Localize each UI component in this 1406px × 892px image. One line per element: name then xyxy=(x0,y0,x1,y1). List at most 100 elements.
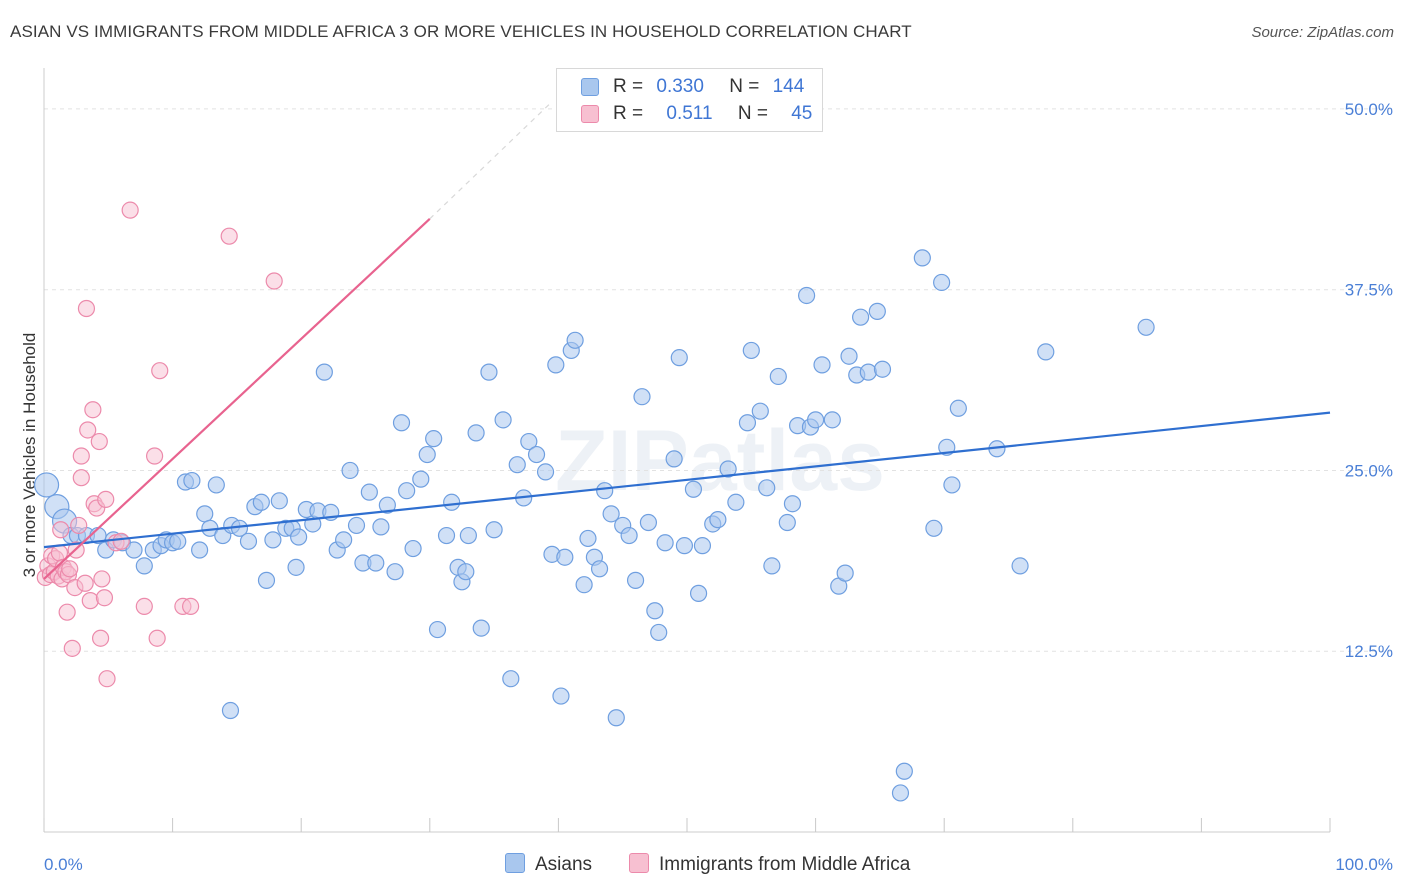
middle-africa-series xyxy=(36,201,283,688)
x-tick-label: 100.0% xyxy=(1335,855,1393,874)
asians-point xyxy=(290,528,308,546)
asians-point xyxy=(392,414,411,432)
asians-point xyxy=(335,531,353,549)
middle-africa-point xyxy=(95,589,114,607)
asians-point xyxy=(607,709,625,727)
asians-point xyxy=(891,784,910,802)
asians-point xyxy=(797,286,816,305)
middle-africa-point xyxy=(112,532,130,550)
legend-r-label: R = xyxy=(613,76,644,97)
asians-point xyxy=(527,445,546,464)
asians-point xyxy=(626,571,645,589)
asians-point xyxy=(758,479,776,497)
middle-africa-point xyxy=(98,670,116,688)
asians-swatch xyxy=(505,853,525,873)
series-legend: Asians Immigrants from Middle Africa xyxy=(0,853,1406,877)
asians-point xyxy=(457,563,475,581)
legend-n-value: 45 xyxy=(791,103,813,124)
asians-point xyxy=(859,363,877,381)
asians-point xyxy=(738,414,757,432)
asians-point xyxy=(813,356,831,374)
middle-africa-point xyxy=(63,639,81,657)
asians-point xyxy=(257,571,276,589)
asians-point xyxy=(341,461,359,480)
asians-point xyxy=(620,526,638,545)
asians-point xyxy=(763,557,781,575)
asians-point xyxy=(836,564,854,582)
tick-labels: 12.5% 25.0% 37.5% 50.0% 0.0% 100.0% xyxy=(44,100,1393,874)
middle-africa-point xyxy=(90,432,108,451)
asians-point xyxy=(579,529,597,548)
asians-point xyxy=(943,476,961,494)
middle-africa-point xyxy=(70,516,88,535)
asians-point xyxy=(378,496,396,514)
asians-point xyxy=(372,518,390,536)
y-tick-label: 37.5% xyxy=(1345,281,1393,300)
asians-point xyxy=(398,482,416,500)
asians-point xyxy=(823,411,841,429)
asians-point xyxy=(1011,557,1029,575)
asians-point xyxy=(769,367,787,386)
asians-point xyxy=(418,445,436,464)
asians-point xyxy=(135,557,153,575)
middle-africa-trend-line xyxy=(43,218,431,580)
y-tick-label: 12.5% xyxy=(1345,642,1393,661)
y-tick-label: 50.0% xyxy=(1345,100,1393,119)
trend-lines xyxy=(43,101,1331,580)
middle-africa-point xyxy=(81,592,99,610)
asians-point xyxy=(806,411,825,429)
middle-africa-point xyxy=(76,574,94,592)
asians-point xyxy=(412,470,430,488)
asians-point xyxy=(33,472,60,498)
asians-point xyxy=(656,534,674,552)
asians-point xyxy=(675,537,694,555)
y-tick-label: 25.0% xyxy=(1345,461,1393,480)
asians-point xyxy=(852,308,870,326)
asians-point xyxy=(727,493,745,511)
asians-point xyxy=(437,526,456,545)
legend-item-asians: Asians xyxy=(505,853,592,876)
asians-point xyxy=(428,620,447,639)
asians-point xyxy=(459,526,477,545)
asians-point xyxy=(239,532,258,550)
asians-point xyxy=(169,532,187,550)
asians-point xyxy=(556,548,574,566)
asians-point xyxy=(467,424,485,442)
asians-point xyxy=(693,537,712,555)
asians-point xyxy=(125,541,143,559)
asians-point xyxy=(873,360,892,378)
chart-title: ASIAN VS IMMIGRANTS FROM MIDDLE AFRICA 3… xyxy=(10,22,912,41)
middle-africa-point xyxy=(151,362,169,380)
x-tick-label: 0.0% xyxy=(44,855,83,874)
asians-point xyxy=(196,505,214,523)
asians-point xyxy=(494,411,512,429)
middle-africa-point xyxy=(121,201,139,219)
asians-point xyxy=(347,516,366,535)
asians-point xyxy=(868,302,886,320)
legend-n-value: 144 xyxy=(772,76,805,97)
asians-point xyxy=(633,388,651,406)
asians-point xyxy=(485,521,503,539)
asians-point xyxy=(949,399,967,417)
asians-point xyxy=(751,402,769,420)
middle-africa-swatch xyxy=(581,105,599,123)
asians-point xyxy=(386,563,404,581)
middle-africa-point xyxy=(135,597,153,616)
asians-point xyxy=(270,492,288,510)
asians-point xyxy=(719,460,737,478)
legend-item-middle-africa: Immigrants from Middle Africa xyxy=(629,853,910,876)
legend-label-asians: Asians xyxy=(535,854,593,875)
asians-point xyxy=(639,513,658,532)
asians-point xyxy=(684,480,703,498)
asians-point xyxy=(536,463,555,481)
asians-point xyxy=(602,505,620,523)
asians-point xyxy=(1137,318,1155,336)
middle-africa-point xyxy=(52,521,70,539)
asians-point xyxy=(547,356,565,374)
asians-point xyxy=(913,249,931,267)
middle-africa-point xyxy=(61,560,79,578)
asians-point xyxy=(646,602,664,620)
legend-label-middle-africa: Immigrants from Middle Africa xyxy=(659,854,911,875)
asians-point xyxy=(778,513,796,532)
